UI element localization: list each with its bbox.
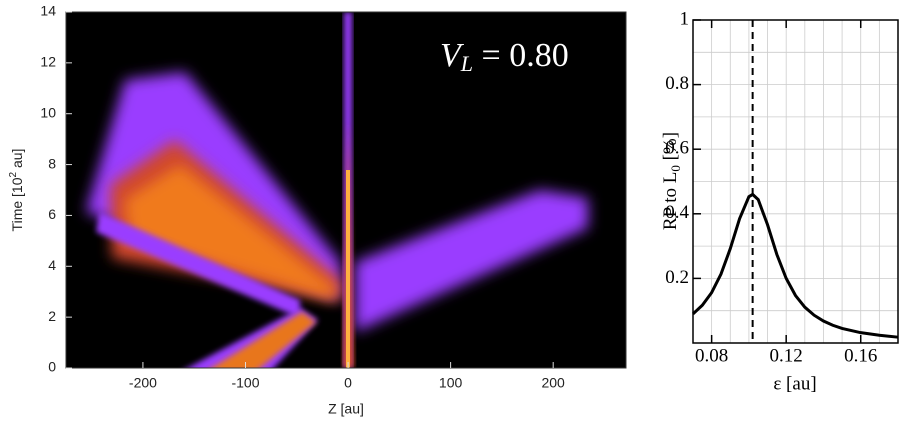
y-tick-label: 6 [48, 206, 56, 222]
plot-frame [692, 19, 899, 344]
y-tick-label: 1 [680, 8, 690, 29]
x-tick-label: 100 [439, 375, 463, 391]
y-tick-label: 10 [40, 104, 56, 120]
y-tick-label: 0.6 [665, 138, 689, 159]
y-axis-label-2: RP to L0 [%] [660, 132, 683, 230]
y-tick-label: 12 [40, 54, 56, 70]
y-label-text: Time [10 [9, 177, 25, 231]
annotation-text: = 0.80 [473, 37, 569, 74]
y-tick-label: 0.4 [665, 202, 689, 223]
annotation: VL = 0.80 [440, 37, 569, 76]
x-tick-label: 200 [541, 375, 565, 391]
y-axis-label: Time [102 au] [8, 149, 25, 232]
y-tick-label: 0.2 [665, 267, 689, 288]
heatmap-frame [65, 11, 627, 369]
x-tick-label: 0.16 [844, 345, 877, 366]
x-axis-label-2: ε [au] [773, 373, 816, 394]
y-label-text-2: RP to L [660, 172, 681, 230]
heatmap-image [86, 12, 588, 368]
y-tick-label: 2 [48, 308, 56, 324]
data-line [691, 192, 899, 339]
y-tick-label: 4 [48, 257, 56, 273]
x-tick-label: -200 [129, 375, 157, 391]
y-label-unit: au] [9, 149, 25, 172]
y-tick-label: 14 [40, 3, 56, 19]
x-axis-label: Z [au] [328, 401, 364, 417]
y-label-sup: 2 [8, 171, 19, 177]
x-tick-label: 0.08 [695, 345, 728, 366]
y-tick-label: 0.8 [665, 73, 689, 94]
x-tick-label: 0.12 [770, 345, 803, 366]
y-tick-label: 0 [48, 359, 56, 375]
x-tick-label: -100 [231, 375, 259, 391]
y-label-sub-2: 0 [668, 165, 683, 172]
annotation-sub: L [460, 51, 473, 76]
x-tick-label: 0 [344, 375, 352, 391]
y-tick-label: 8 [48, 155, 56, 171]
y-label-unit-2: [%] [660, 132, 681, 165]
